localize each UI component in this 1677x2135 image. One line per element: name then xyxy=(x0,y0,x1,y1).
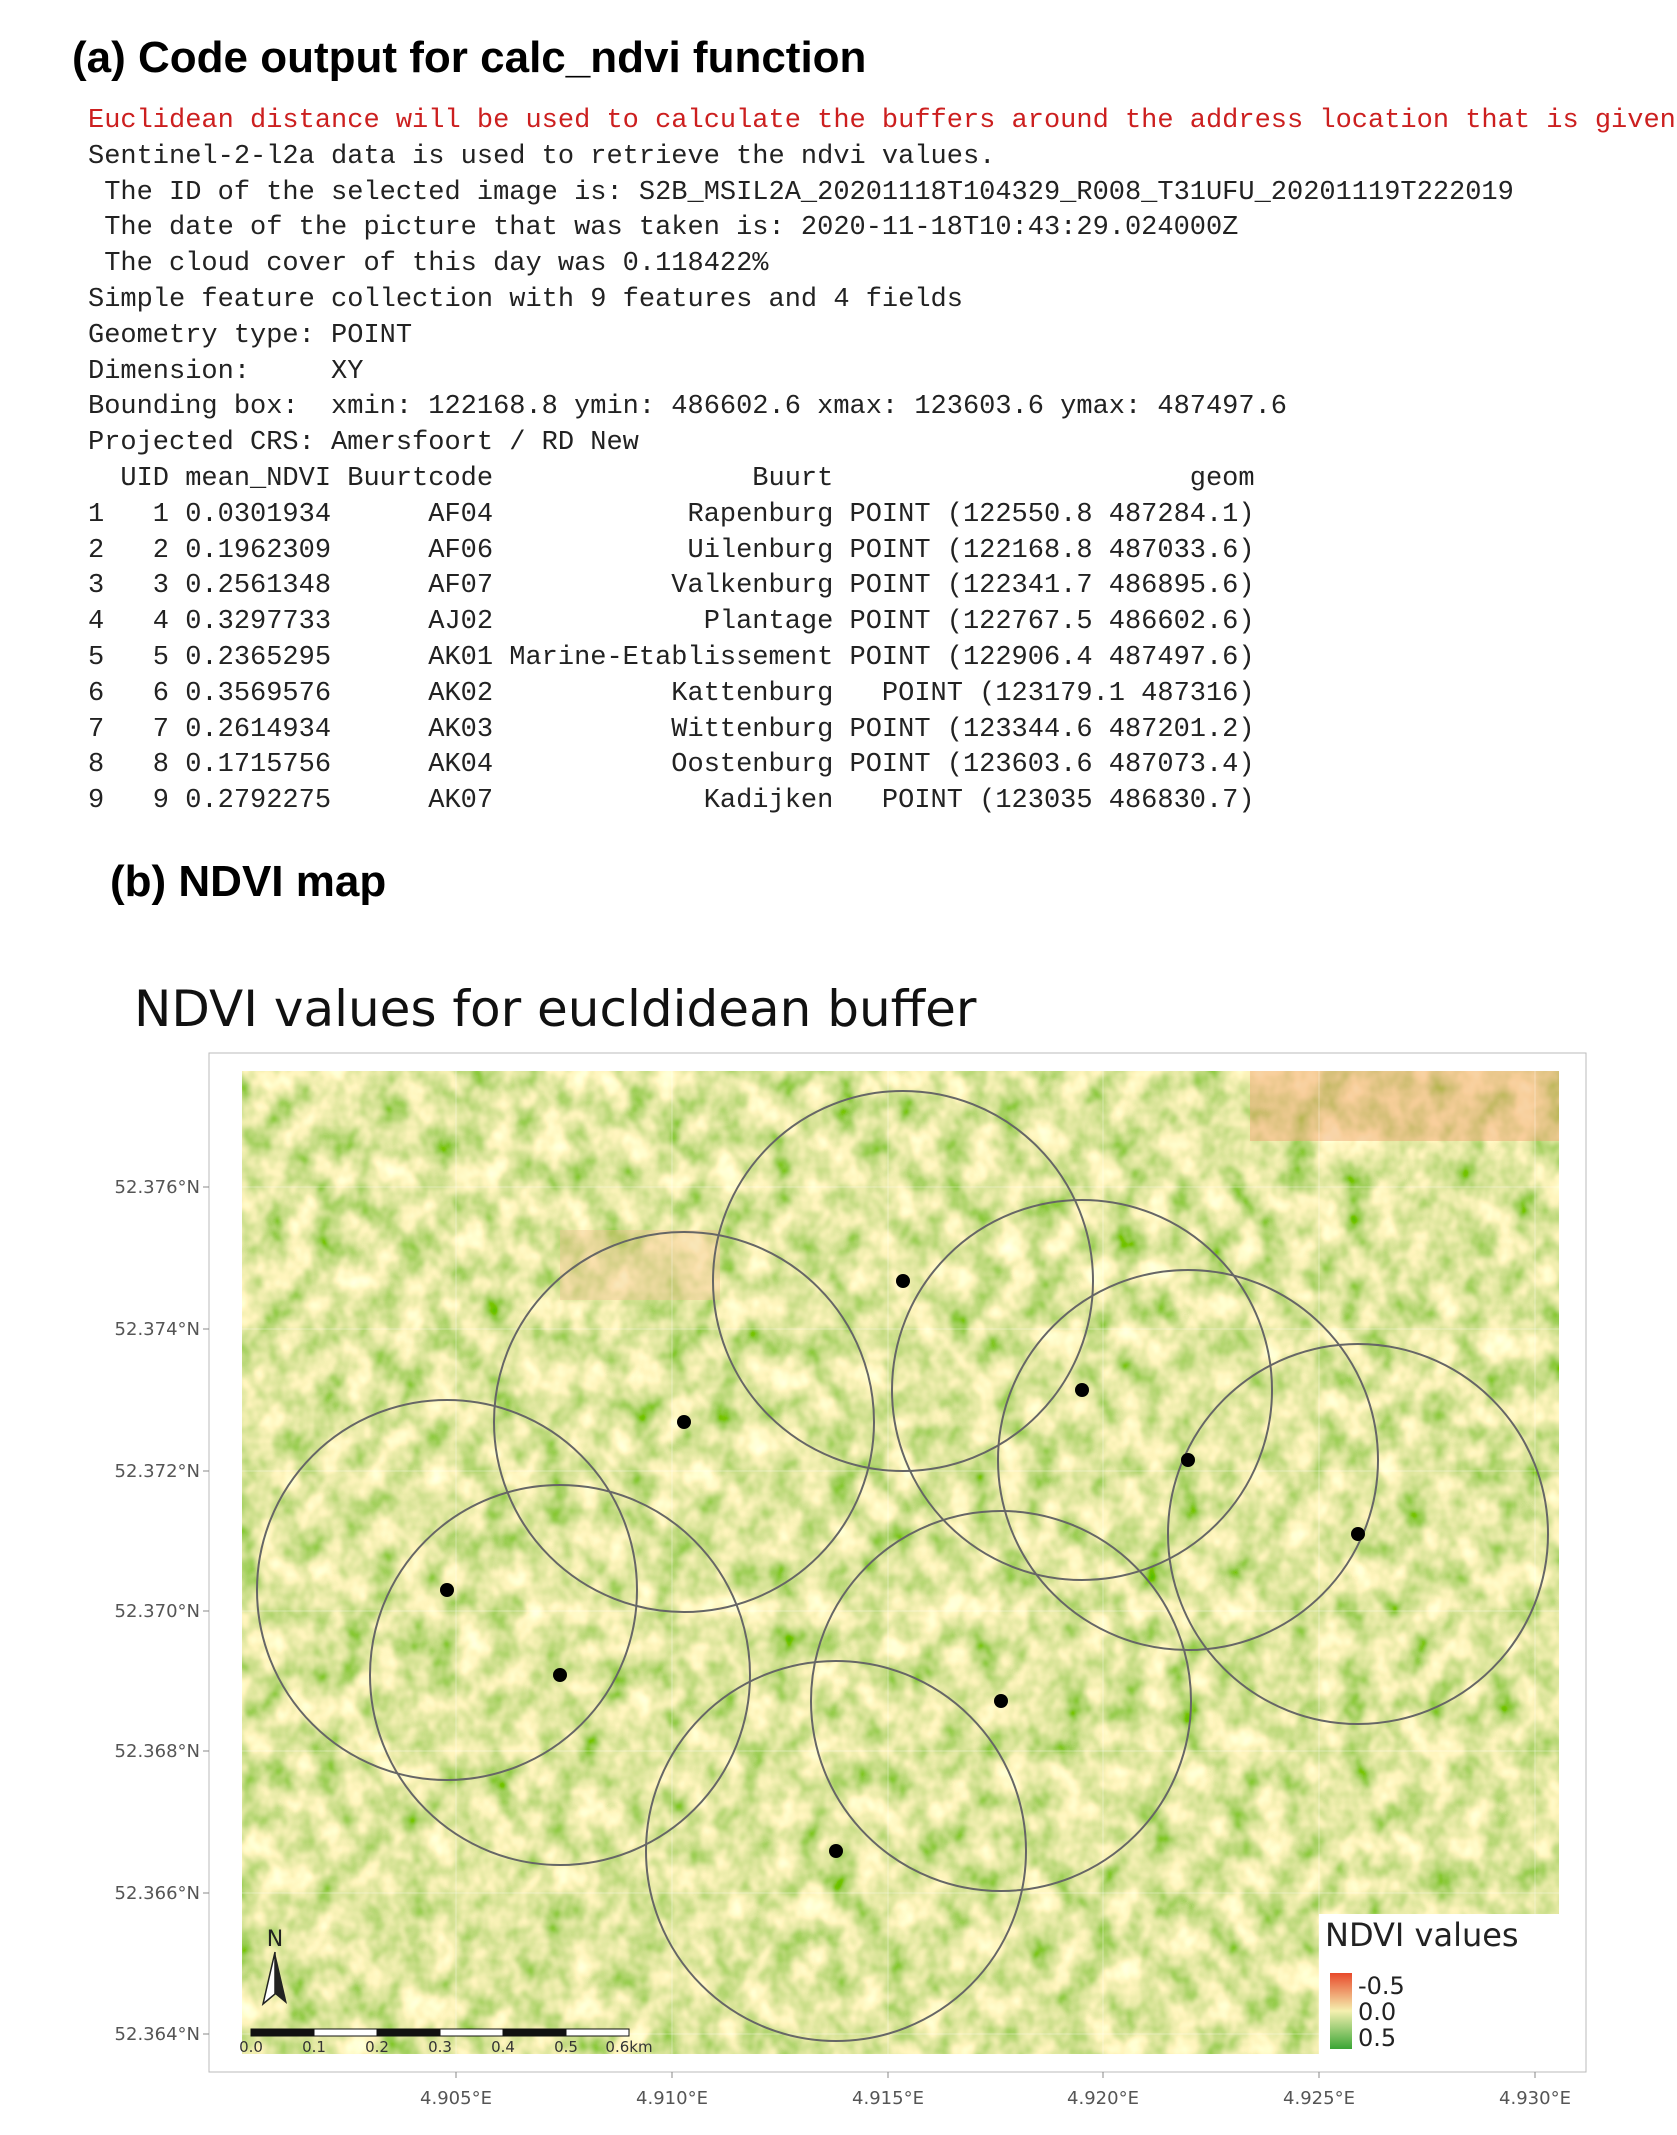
legend-label: 0.5 xyxy=(1358,2024,1396,2052)
buffer-circle xyxy=(712,1090,1094,1472)
code-line: The date of the picture that was taken i… xyxy=(88,213,1239,244)
y-tick-label: 52.372°N xyxy=(115,1461,200,1482)
buffer-circle xyxy=(645,1660,1027,2042)
code-line: Geometry type: POINT xyxy=(88,320,413,351)
location-point xyxy=(896,1274,910,1288)
map-title: NDVI values for eucldidean buffer xyxy=(134,980,977,1038)
scale-label: 0.3 xyxy=(428,2038,452,2056)
code-line: 6 6 0.3569576 AK02 Kattenburg POINT (123… xyxy=(88,678,1255,709)
scale-label: 0.2 xyxy=(365,2038,389,2056)
buffer-circle xyxy=(493,1231,875,1613)
buffer-circle xyxy=(1167,1343,1549,1725)
code-line: The ID of the selected image is: S2B_MSI… xyxy=(88,177,1514,208)
scale-segment xyxy=(250,2028,315,2037)
section-heading: (a) Code output for calc_ndvi function xyxy=(72,33,867,82)
code-line: 3 3 0.2561348 AF07 Valkenburg POINT (122… xyxy=(88,571,1255,602)
location-point xyxy=(829,1844,843,1858)
x-tick-label: 4.910°E xyxy=(636,2088,708,2109)
color-bar xyxy=(1330,1973,1352,2049)
section-heading: (b) NDVI map xyxy=(110,857,387,906)
scale-segment xyxy=(313,2028,378,2037)
buffers xyxy=(256,1090,1549,2042)
buffer-circle xyxy=(997,1269,1379,1651)
code-line: 2 2 0.1962309 AF06 Uilenburg POINT (1221… xyxy=(88,535,1255,566)
y-tick-label: 52.364°N xyxy=(115,2024,200,2045)
legend-label: -0.5 xyxy=(1358,1972,1405,2000)
scale-segment xyxy=(439,2028,504,2037)
code-line: Sentinel-2-l2a data is used to retrieve … xyxy=(88,141,996,172)
location-point xyxy=(994,1694,1008,1708)
scale-segment xyxy=(565,2028,630,2037)
legend-label: 0.0 xyxy=(1358,1998,1396,2026)
legend: NDVI values -0.5 0.0 0.5 xyxy=(1319,1914,1559,2054)
legend-box xyxy=(1319,1914,1559,2054)
location-point xyxy=(440,1583,454,1597)
x-tick-label: 4.925°E xyxy=(1283,2088,1355,2109)
y-tick-label: 52.370°N xyxy=(115,1601,200,1622)
scale-label: 0.4 xyxy=(491,2038,515,2056)
y-tick-label: 52.376°N xyxy=(115,1177,200,1198)
north-label: N xyxy=(267,1927,283,1952)
y-tick-label: 52.368°N xyxy=(115,1741,200,1762)
y-tick-label: 52.366°N xyxy=(115,1883,200,1904)
warning-line: Euclidean distance will be used to calcu… xyxy=(88,106,1676,136)
ndvi-map: NDVI values for eucldidean buffer NDVI v… xyxy=(115,980,1587,2109)
buffer-circle xyxy=(891,1199,1273,1581)
buffer-circle xyxy=(369,1484,751,1866)
buffer-circle xyxy=(810,1510,1192,1892)
x-tick-label: 4.915°E xyxy=(852,2088,924,2109)
scale-bar: 0.0 0.1 0.2 0.3 0.4 0.5 0.6km xyxy=(239,2028,653,2056)
location-point xyxy=(1351,1527,1365,1541)
code-line: 5 5 0.2365295 AK01 Marine-Etablissement … xyxy=(88,642,1255,673)
scale-label: 0.6km xyxy=(605,2038,652,2056)
legend-title: NDVI values xyxy=(1325,1916,1519,1954)
code-line: 4 4 0.3297733 AJ02 Plantage POINT (12276… xyxy=(88,607,1255,638)
code-line: Bounding box: xmin: 122168.8 ymin: 48660… xyxy=(88,392,1287,423)
code-line: 8 8 0.1715756 AK04 Oostenburg POINT (123… xyxy=(88,750,1255,781)
points xyxy=(440,1274,1365,1858)
x-tick-label: 4.930°E xyxy=(1499,2088,1571,2109)
code-line: 1 1 0.0301934 AF04 Rapenburg POINT (1225… xyxy=(88,499,1255,530)
scale-label: 0.5 xyxy=(554,2038,578,2056)
north-arrow: N xyxy=(261,1927,287,2007)
code-line: 9 9 0.2792275 AK07 Kadijken POINT (12303… xyxy=(88,786,1255,817)
scale-segment xyxy=(376,2028,441,2037)
location-point xyxy=(677,1415,691,1429)
code-line: 7 7 0.2614934 AK03 Wittenburg POINT (123… xyxy=(88,714,1255,745)
scale-label: 0.0 xyxy=(239,2038,263,2056)
code-line: Projected CRS: Amersfoort / RD New xyxy=(88,428,639,459)
location-point xyxy=(553,1668,567,1682)
code-line: Dimension: XY xyxy=(88,356,364,387)
location-point xyxy=(1075,1383,1089,1397)
code-line: The cloud cover of this day was 0.118422… xyxy=(88,249,769,280)
x-tick-label: 4.905°E xyxy=(420,2088,492,2109)
scale-segment xyxy=(502,2028,567,2037)
code-line: UID mean_NDVI Buurtcode Buurt geom xyxy=(88,463,1255,494)
scale-label: 0.1 xyxy=(302,2038,326,2056)
ndvi-raster xyxy=(242,1071,1559,2054)
location-point xyxy=(1181,1453,1195,1467)
y-tick-label: 52.374°N xyxy=(115,1319,200,1340)
code-output: Euclidean distance will be used to calcu… xyxy=(88,104,1676,820)
code-line: Simple feature collection with 9 feature… xyxy=(88,284,963,315)
buffer-circle xyxy=(256,1399,638,1781)
x-tick-label: 4.920°E xyxy=(1067,2088,1139,2109)
